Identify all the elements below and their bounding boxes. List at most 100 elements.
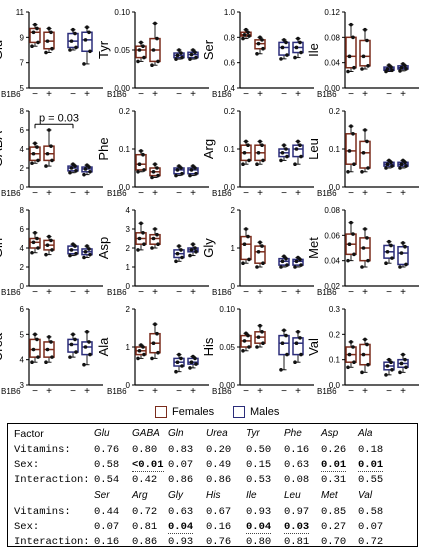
data-point xyxy=(285,263,289,267)
legend-item-males: Males xyxy=(233,404,279,420)
data-point xyxy=(261,261,265,266)
box-males-plus xyxy=(292,255,304,269)
box-males-minus xyxy=(173,244,185,264)
y-tick-label: 0.2 xyxy=(329,330,341,339)
group-label: − xyxy=(386,188,392,199)
data-point xyxy=(30,161,34,166)
data-point xyxy=(242,339,247,343)
data-point xyxy=(188,57,192,61)
group-label: − xyxy=(138,188,144,199)
data-point xyxy=(346,170,350,174)
p-value-cell: 0.58 xyxy=(358,506,384,518)
data-point xyxy=(180,364,184,368)
data-point xyxy=(284,40,288,45)
p-value-cell: 0.27 xyxy=(321,521,347,533)
significance-label: p = 0.03 xyxy=(39,112,79,124)
group-label: + xyxy=(152,287,158,298)
box-males-plus xyxy=(397,241,409,269)
data-point xyxy=(387,63,391,67)
box-males-minus xyxy=(173,352,185,374)
data-point xyxy=(88,49,92,54)
data-point xyxy=(261,341,265,346)
data-point xyxy=(385,250,390,254)
y-tick-label: 8 xyxy=(20,206,25,215)
x-row-label: B1B6 xyxy=(317,90,337,99)
box-females-plus xyxy=(359,27,371,71)
box-females-plus xyxy=(43,234,55,257)
group-label: + xyxy=(84,188,90,199)
group-label: + xyxy=(84,386,90,397)
p-value-cell: 0.16 xyxy=(284,444,310,456)
data-point xyxy=(139,40,143,45)
group-label: + xyxy=(46,287,52,298)
y-tick-label: 0.00 xyxy=(324,84,340,93)
p-value-cell: 0.31 xyxy=(321,474,347,486)
y-tick-label: 0 xyxy=(20,282,25,291)
data-point xyxy=(261,158,265,163)
row-label: Sex: xyxy=(14,521,40,533)
data-point xyxy=(347,242,352,246)
box-males-minus xyxy=(278,143,290,163)
box-females-minus xyxy=(240,27,252,41)
p-value-cell: 0.49 xyxy=(206,459,232,471)
p-value-cell: 0.86 xyxy=(132,536,158,548)
box-females-plus xyxy=(359,227,371,269)
data-point xyxy=(141,231,145,235)
data-point xyxy=(150,246,154,250)
data-point xyxy=(296,139,300,144)
data-point xyxy=(174,369,178,374)
data-point xyxy=(260,330,264,334)
data-point xyxy=(69,342,74,347)
data-point xyxy=(352,360,356,365)
data-point xyxy=(82,172,86,177)
data-point xyxy=(299,352,303,357)
box-females-plus xyxy=(254,35,266,56)
data-point xyxy=(403,244,407,249)
data-point xyxy=(284,147,288,151)
data-point xyxy=(71,242,75,246)
col-header-ala: Ala xyxy=(358,428,373,439)
y-tick-label: 0.04 xyxy=(324,257,340,266)
group-label: − xyxy=(348,386,354,397)
data-point xyxy=(390,256,394,260)
p-value-cell: 0.97 xyxy=(284,506,310,518)
data-point xyxy=(399,361,404,366)
y-tick-label: 3 xyxy=(20,381,25,390)
data-point xyxy=(85,25,89,30)
legend-label-females: Females xyxy=(172,406,215,418)
data-point xyxy=(83,167,88,171)
panel-label: Val xyxy=(306,338,321,356)
data-point xyxy=(137,48,142,52)
data-point xyxy=(299,50,303,55)
data-point xyxy=(399,65,404,70)
data-point xyxy=(294,147,299,151)
data-point xyxy=(47,128,51,132)
group-label: + xyxy=(400,89,406,100)
group-label: + xyxy=(362,89,368,100)
group-label: − xyxy=(176,287,182,298)
data-point xyxy=(82,362,86,367)
data-point xyxy=(36,246,40,250)
box-females-minus xyxy=(29,231,41,255)
data-point xyxy=(351,345,355,349)
box-males-minus xyxy=(173,48,185,61)
data-point xyxy=(247,34,251,38)
data-point xyxy=(71,162,75,166)
col-header-arg: Arg xyxy=(132,490,148,501)
group-label: + xyxy=(190,386,196,397)
data-point xyxy=(83,345,88,349)
y-tick-label: 0.0 xyxy=(329,183,341,192)
panel-label: Ser xyxy=(201,39,216,60)
legend: Females Males xyxy=(0,401,426,423)
data-point xyxy=(35,26,39,31)
data-point xyxy=(280,151,285,155)
p-value-cell: 0.16 xyxy=(94,536,120,548)
data-point xyxy=(398,166,402,170)
group-label: + xyxy=(362,188,368,199)
y-tick-label: 0.08 xyxy=(324,206,340,215)
data-point xyxy=(85,244,89,248)
data-point xyxy=(69,248,74,252)
